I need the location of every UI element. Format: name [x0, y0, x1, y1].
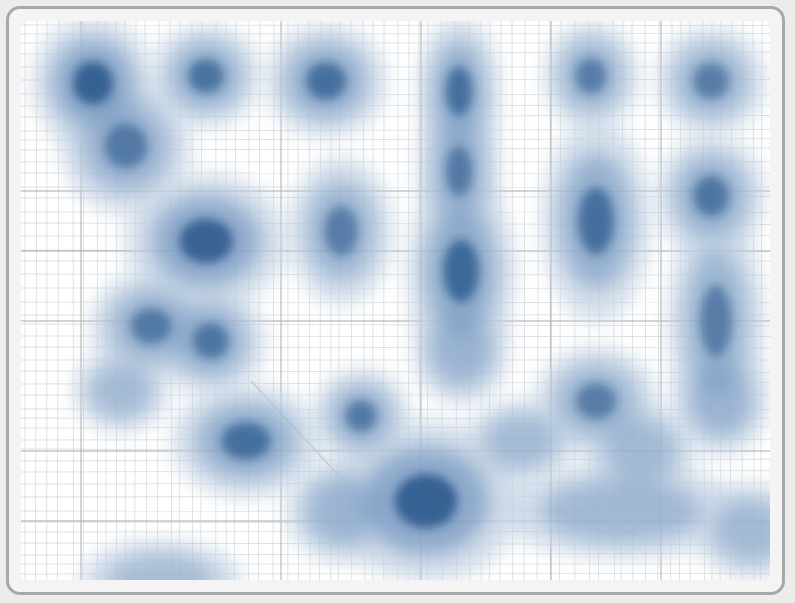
heatmap-canvas[interactable] [21, 21, 770, 580]
density-blob [221, 422, 271, 460]
density-blob [700, 285, 732, 357]
density-blob [485, 414, 557, 468]
heatmap-map[interactable] [21, 21, 770, 580]
density-blob [104, 123, 148, 169]
density-blob [130, 308, 172, 344]
density-blob [323, 206, 359, 256]
density-blob [575, 383, 617, 419]
density-blob [89, 364, 153, 418]
map-frame [6, 6, 785, 595]
density-blob [305, 62, 347, 100]
density-blob [445, 146, 473, 196]
density-blob [605, 419, 677, 483]
density-blob [443, 239, 479, 303]
density-blob [345, 400, 377, 432]
density-blob [578, 187, 614, 255]
density-blob [107, 554, 215, 580]
density-blob [693, 63, 729, 99]
density-blob [429, 315, 493, 387]
density-blob [693, 175, 729, 217]
density-blob [689, 365, 753, 437]
density-blob [72, 61, 114, 105]
density-blob [575, 58, 607, 94]
density-blob [445, 66, 473, 116]
density-blob [188, 58, 224, 94]
density-layer [32, 21, 770, 580]
density-blob [193, 323, 229, 359]
density-blob [715, 499, 770, 563]
density-blob [305, 476, 377, 546]
density-blob [394, 474, 458, 528]
density-blob [179, 218, 233, 264]
density-blob [540, 479, 702, 543]
